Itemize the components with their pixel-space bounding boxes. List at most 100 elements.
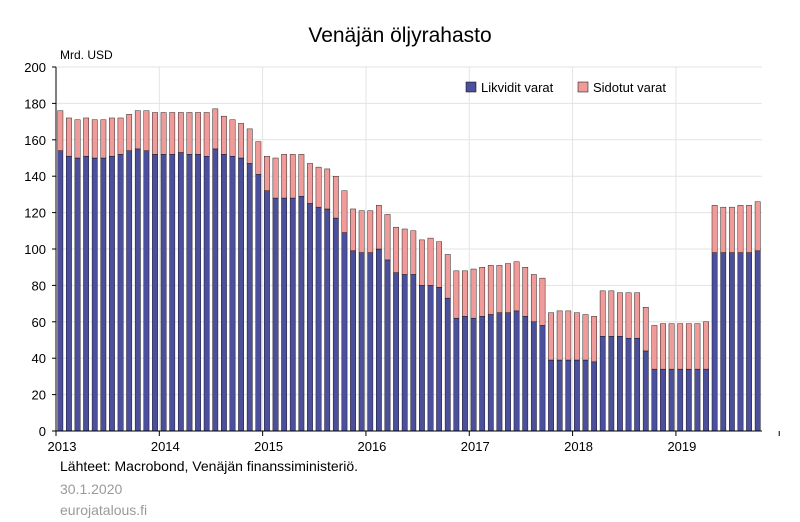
bar-likvidit-varat bbox=[134, 148, 141, 432]
bar-likvidit-varat bbox=[479, 316, 486, 432]
bar-likvidit-varat bbox=[694, 368, 701, 432]
bar-sidotut-varat bbox=[754, 201, 761, 252]
bar-sidotut-varat bbox=[229, 119, 236, 157]
bar-likvidit-varat bbox=[83, 155, 90, 432]
bar-sidotut-varat bbox=[177, 112, 184, 153]
y-tick-labels: 0 20 40 60 80 100 120 140 160 180 200 bbox=[24, 60, 46, 439]
bar-sidotut-varat bbox=[74, 119, 81, 159]
source-note: Lähteet: Macrobond, Venäjän finanssimini… bbox=[60, 458, 359, 474]
stacked-bar-chart: 0 20 40 60 80 100 120 140 160 180 200 2013 2014 2015… bbox=[24, 48, 780, 454]
bar-sidotut-varat bbox=[350, 208, 356, 252]
bar-likvidit-varat bbox=[496, 312, 503, 432]
bar-likvidit-varat bbox=[660, 368, 666, 432]
y-tick-label: 120 bbox=[24, 206, 46, 221]
bar-sidotut-varat bbox=[186, 112, 193, 155]
bar-likvidit-varat bbox=[177, 152, 184, 432]
bar-sidotut-varat bbox=[410, 230, 417, 275]
legend-label-likvidit-varat: Likvidit varat bbox=[481, 80, 554, 95]
bar-sidotut-varat bbox=[393, 226, 399, 273]
bar-sidotut-varat bbox=[694, 323, 701, 370]
bar-sidotut-varat bbox=[83, 117, 90, 157]
bar-likvidit-varat bbox=[143, 150, 150, 432]
legend-swatch-sidotut-varat bbox=[577, 81, 589, 93]
y-tick-label: 160 bbox=[24, 133, 46, 148]
bar-likvidit-varat bbox=[289, 197, 296, 432]
bar-likvidit-varat bbox=[109, 155, 115, 432]
bar-likvidit-varat bbox=[608, 336, 615, 432]
bar-likvidit-varat bbox=[530, 321, 537, 432]
bar-likvidit-varat bbox=[229, 155, 236, 432]
bar-sidotut-varat bbox=[703, 321, 709, 370]
bar-likvidit-varat bbox=[74, 157, 81, 432]
bar-sidotut-varat bbox=[453, 270, 460, 319]
bar-likvidit-varat bbox=[539, 325, 546, 432]
x-tick-label: 2015 bbox=[254, 439, 283, 454]
y-tick-label: 80 bbox=[32, 278, 46, 293]
bar-likvidit-varat bbox=[703, 368, 709, 432]
y-tick-label: 100 bbox=[24, 242, 46, 257]
x-tick-labels: 2013 2014 2015 2016 2017 2018 2019 bbox=[48, 439, 697, 454]
bar-sidotut-varat bbox=[332, 175, 339, 219]
bar-likvidit-varat bbox=[246, 163, 253, 432]
bar-sidotut-varat bbox=[599, 290, 606, 337]
bar-likvidit-varat bbox=[384, 259, 391, 432]
x-tick-label: 2013 bbox=[48, 439, 77, 454]
x-tick-label: 2014 bbox=[151, 439, 180, 454]
bar-sidotut-varat bbox=[109, 117, 115, 157]
bar-likvidit-varat bbox=[238, 157, 244, 432]
bar-sidotut-varat bbox=[143, 110, 150, 151]
bar-likvidit-varat bbox=[651, 368, 658, 432]
bar-group bbox=[57, 108, 761, 432]
bar-sidotut-varat bbox=[401, 228, 408, 275]
x-tick-label: 2017 bbox=[461, 439, 490, 454]
bar-sidotut-varat bbox=[651, 325, 658, 370]
bar-likvidit-varat bbox=[264, 190, 270, 432]
y-tick-label: 200 bbox=[24, 60, 46, 75]
bar-likvidit-varat bbox=[57, 150, 64, 432]
bar-sidotut-varat bbox=[134, 110, 141, 150]
bar-likvidit-varat bbox=[203, 155, 210, 432]
bar-sidotut-varat bbox=[720, 206, 727, 253]
bar-sidotut-varat bbox=[634, 292, 641, 339]
bar-likvidit-varat bbox=[324, 208, 331, 432]
bar-sidotut-varat bbox=[195, 112, 201, 155]
bar-likvidit-varat bbox=[221, 154, 227, 432]
site-url: eurojatalous.fi bbox=[60, 502, 148, 518]
bar-likvidit-varat bbox=[737, 252, 744, 432]
bar-sidotut-varat bbox=[608, 290, 615, 337]
bar-sidotut-varat bbox=[668, 323, 675, 370]
bar-sidotut-varat bbox=[221, 115, 227, 155]
bar-sidotut-varat bbox=[289, 154, 296, 199]
y-tick-label: 60 bbox=[32, 315, 46, 330]
bar-sidotut-varat bbox=[307, 163, 313, 204]
bar-likvidit-varat bbox=[444, 297, 451, 432]
bar-likvidit-varat bbox=[711, 252, 718, 432]
bar-sidotut-varat bbox=[152, 112, 158, 155]
bar-sidotut-varat bbox=[729, 206, 735, 253]
bar-sidotut-varat bbox=[315, 166, 322, 208]
bar-sidotut-varat bbox=[264, 155, 270, 191]
bar-likvidit-varat bbox=[272, 197, 279, 432]
bar-likvidit-varat bbox=[393, 272, 399, 432]
bar-sidotut-varat bbox=[513, 261, 520, 312]
bar-likvidit-varat bbox=[401, 274, 408, 432]
bar-likvidit-varat bbox=[358, 252, 365, 432]
bar-sidotut-varat bbox=[470, 268, 477, 319]
bar-likvidit-varat bbox=[350, 250, 356, 432]
bar-sidotut-varat bbox=[522, 267, 529, 317]
bar-sidotut-varat bbox=[66, 117, 72, 157]
bar-sidotut-varat bbox=[272, 157, 279, 199]
bar-sidotut-varat bbox=[367, 210, 374, 253]
bar-sidotut-varat bbox=[642, 307, 649, 352]
bar-sidotut-varat bbox=[591, 316, 597, 363]
axes bbox=[52, 66, 780, 436]
bar-likvidit-varat bbox=[642, 350, 649, 432]
bar-likvidit-varat bbox=[255, 174, 262, 432]
bar-sidotut-varat bbox=[660, 323, 666, 370]
bar-sidotut-varat bbox=[436, 241, 443, 288]
bar-likvidit-varat bbox=[419, 285, 425, 432]
bar-likvidit-varat bbox=[574, 359, 580, 432]
bar-likvidit-varat bbox=[487, 314, 494, 432]
legend-label-sidotut-varat: Sidotut varat bbox=[593, 80, 666, 95]
bar-sidotut-varat bbox=[324, 168, 331, 210]
